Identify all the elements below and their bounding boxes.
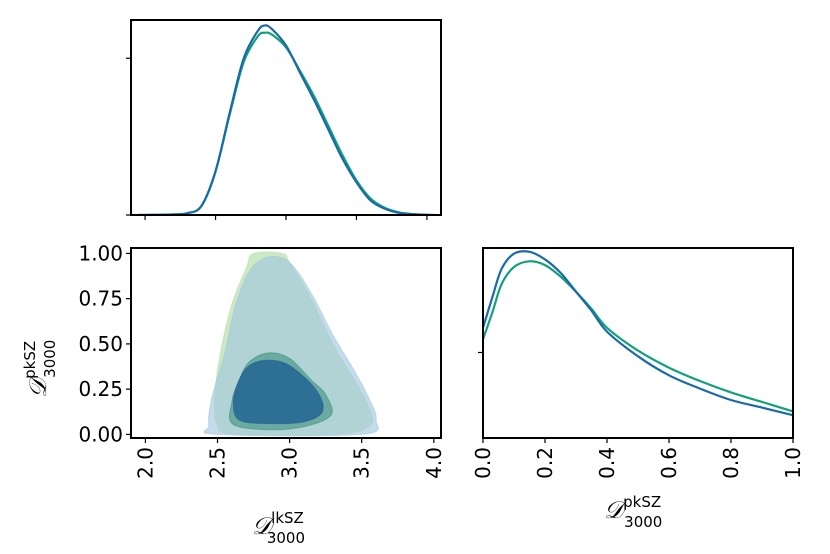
top-left-line-green: [138, 31, 434, 215]
bottom-left-ytick-label: 0.25: [78, 377, 123, 401]
bottom-left-xtick-label: 2.0: [133, 447, 157, 479]
bottom-right-xlabel: 𝒟pkSZ 3000: [604, 493, 662, 531]
bottom-right-xtick-label: 0.8: [719, 447, 743, 479]
bottom-right-xtick-label: 1.0: [781, 447, 805, 479]
bottom-left-xtick-label: 2.5: [206, 447, 230, 479]
bottom-left-xtick-label: 4.0: [422, 447, 446, 479]
contour-blue-68: [232, 359, 324, 425]
bottom-right-line-green: [483, 260, 793, 413]
bottom-right-xtick-label: 0.2: [533, 447, 557, 479]
bottom-left-ytick-label: 0.00: [78, 422, 123, 446]
bottom-left-ytick-label: 0.50: [78, 332, 123, 356]
top-left-line-blue: [138, 24, 434, 215]
bottom-left-frame: [130, 247, 442, 439]
bottom-left-ylabel: 𝒟pkSZ 3000: [21, 340, 59, 398]
panel-bottom-right: 0.0 0.2 0.4 0.6 0.8 1.0: [471, 247, 805, 479]
bottom-left-xtick-label: 3.0: [278, 447, 302, 479]
bottom-right-frame: [482, 247, 794, 439]
panel-top-left: [126, 19, 442, 220]
bottom-right-xtick-label: 0.4: [595, 447, 619, 479]
bottom-right-line-blue: [483, 250, 793, 417]
top-left-frame: [130, 19, 442, 216]
bottom-left-ytick-label: 0.75: [78, 287, 123, 311]
bottom-left-xlabel: 𝒟lkSZ 3000: [252, 509, 305, 547]
bottom-left-xtick-label: 3.5: [350, 447, 374, 479]
bottom-right-xtick-label: 0.6: [657, 447, 681, 479]
bottom-left-ytick-label: 1.00: [78, 241, 123, 265]
bottom-right-xtick-label: 0.0: [471, 447, 495, 479]
panel-bottom-left: 2.0 2.5 3.0 3.5 4.0 0.00 0.25 0.50 0.75 1.00: [78, 241, 445, 478]
